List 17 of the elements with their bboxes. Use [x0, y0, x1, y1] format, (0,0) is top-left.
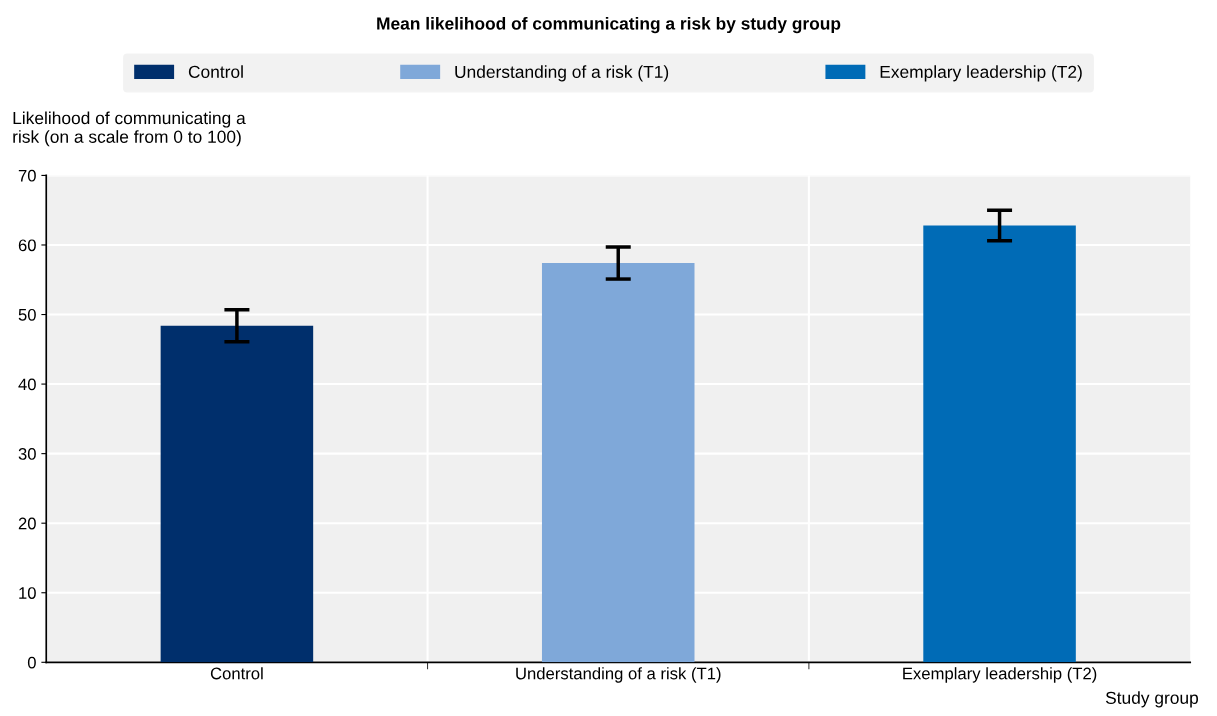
y-axis-title: Likelihood of communicating a risk (on a scale from 0 to 100)	[13, 111, 246, 147]
x-tick-label: Understanding of a risk (T1)	[516, 667, 721, 683]
y-tick-label: 60	[18, 239, 36, 252]
legend-label: Understanding of a risk (T1)	[455, 65, 669, 82]
y-tick-label: 30	[18, 448, 36, 460]
legend-label: Exemplary leadership (T2)	[880, 65, 1082, 82]
legend-label: Control	[188, 65, 243, 78]
y-tick-label: 10	[19, 587, 36, 599]
y-tick-label: 40	[18, 378, 36, 391]
x-tick-label: Exemplary leadership (T2)	[903, 667, 1097, 683]
y-tick-label: 50	[18, 308, 36, 321]
y-tick-label: 0	[27, 656, 36, 669]
y-tick-label: 70	[18, 169, 36, 182]
y-tick-label: 20	[18, 517, 36, 530]
chart-title: Mean likelihood of communicating a risk by study group	[377, 16, 841, 34]
x-axis-title: Study group	[1105, 691, 1199, 708]
x-tick-label: Control	[210, 667, 263, 680]
